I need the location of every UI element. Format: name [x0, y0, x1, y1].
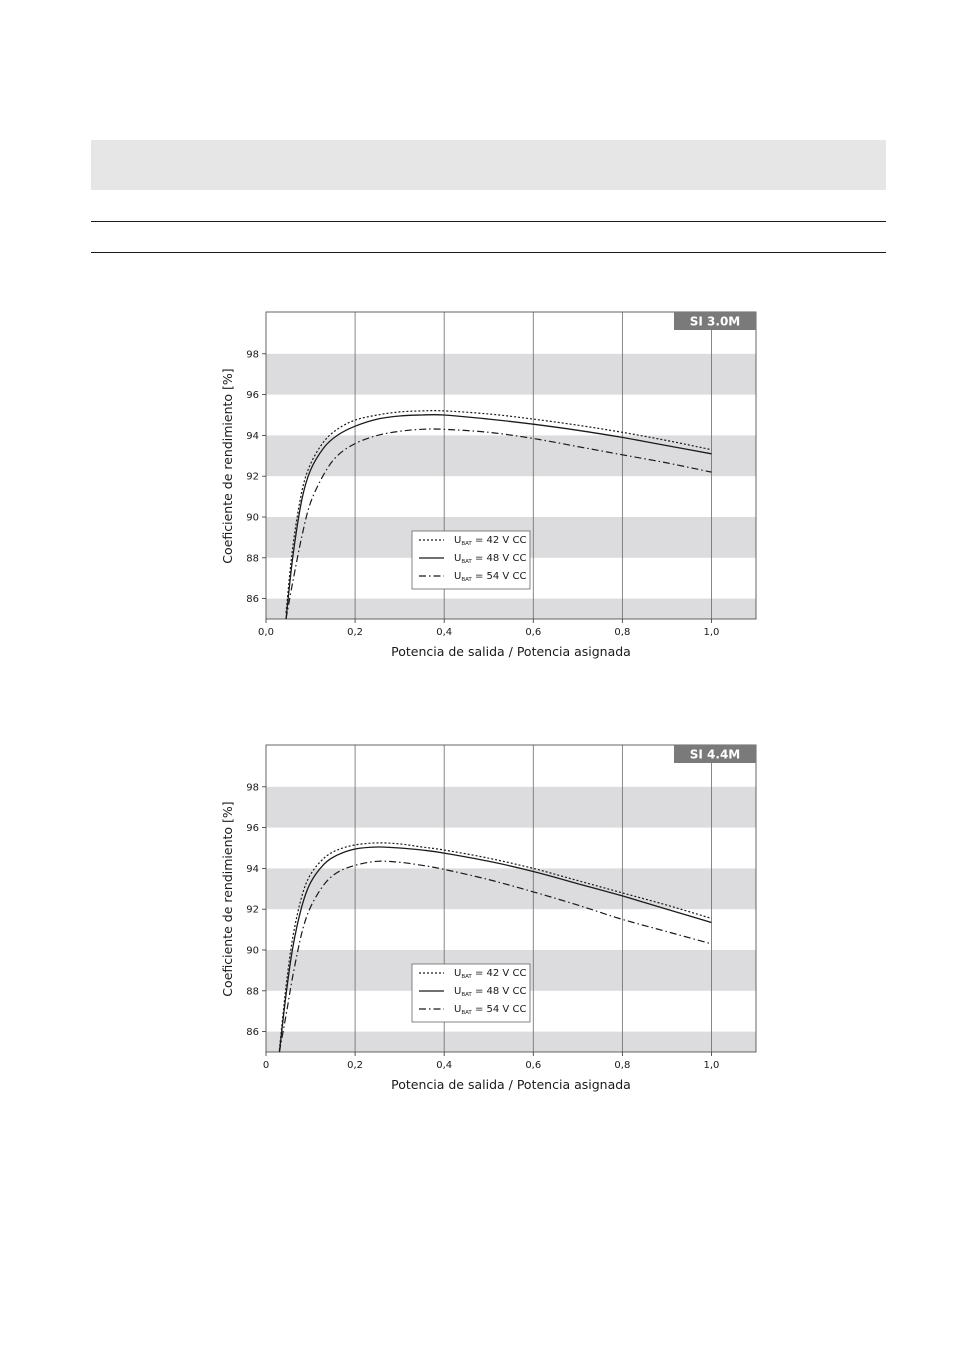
legend-box [411, 963, 531, 1023]
x-axis-label: Potencia de salida / Potencia asignada [391, 644, 631, 659]
y-tick-label: 96 [246, 823, 259, 834]
grid-band [266, 1031, 756, 1052]
legend-label: UBAT = 54 V CC [454, 571, 526, 583]
grid-band [266, 868, 756, 910]
y-tick-label: 96 [246, 390, 259, 401]
x-tick-label: 0,8 [614, 627, 630, 638]
model-badge [674, 745, 756, 763]
top-rule [91, 221, 886, 222]
legend-label: UBAT = 54 V CC [454, 1004, 526, 1016]
x-tick-label: 0,2 [347, 627, 363, 638]
y-tick-label: 92 [246, 472, 259, 483]
bottom-rule [91, 252, 886, 253]
model-badge-label: SI 4.4M [690, 748, 740, 762]
y-tick-label: 94 [246, 431, 259, 442]
efficiency-chart-si44m: SI 4.4M 86 88 90 92 94 96 98 0 0,2 0,4 0,6 0,8 1,0 Pot… [200, 733, 780, 1103]
grid-band [266, 353, 756, 395]
plot-frame [265, 311, 757, 620]
x-tick-label: 0,2 [347, 1060, 363, 1071]
plot-frame [265, 744, 757, 1053]
y-axis-label: Coeficiente de rendimiento [%] [220, 368, 235, 563]
x-axis-label: Potencia de salida / Potencia asignada [391, 1077, 631, 1092]
y-axis-label: Coeficiente de rendimiento [%] [220, 801, 235, 996]
y-tick-label: 86 [246, 594, 259, 605]
legend-label: UBAT = 42 V CC [454, 535, 526, 547]
x-tick-label: 0,0 [258, 627, 274, 638]
model-badge [674, 312, 756, 330]
x-tick-label: 0,6 [525, 1060, 541, 1071]
legend-label: UBAT = 48 V CC [454, 986, 526, 998]
y-tick-label: 92 [246, 905, 259, 916]
x-tick-label: 0,6 [525, 627, 541, 638]
y-tick-label: 98 [246, 782, 259, 793]
x-tick-label: 1,0 [704, 1060, 720, 1071]
x-tick-label: 1,0 [704, 627, 720, 638]
y-tick-label: 98 [246, 349, 259, 360]
efficiency-chart-si30m: SI 3.0M 86 88 90 92 94 96 98 0,0 0,2 0,4 0,6 0,8 1,0 P… [200, 300, 780, 670]
header-band [91, 140, 886, 190]
chart-svg: SI 3.0M 86 88 90 92 94 96 98 0,0 0,2 0,4 0,6 0,8 1,0 P… [220, 311, 757, 659]
grid-band [266, 435, 756, 477]
series-line [278, 842, 712, 1051]
y-tick-label: 88 [246, 986, 259, 997]
series-line [285, 413, 712, 619]
series-line [278, 860, 712, 1052]
grid-band [266, 786, 756, 828]
series-line [285, 410, 712, 613]
y-tick-label: 86 [246, 1027, 259, 1038]
legend-label: UBAT = 48 V CC [454, 553, 526, 565]
y-tick-label: 90 [246, 513, 259, 524]
series-line [278, 846, 712, 1052]
x-tick-label: 0,4 [436, 627, 452, 638]
legend-box [411, 530, 531, 590]
x-tick-label: 0,8 [614, 1060, 630, 1071]
x-tick-label: 0 [263, 1060, 269, 1071]
x-tick-label: 0,4 [436, 1060, 452, 1071]
legend-label: UBAT = 42 V CC [454, 968, 526, 980]
y-tick-label: 94 [246, 864, 259, 875]
chart-svg: SI 4.4M 86 88 90 92 94 96 98 0 0,2 0,4 0,6 0,8 1,0 Pot… [220, 744, 757, 1092]
y-tick-label: 88 [246, 553, 259, 564]
model-badge-label: SI 3.0M [690, 315, 740, 329]
y-tick-label: 90 [246, 946, 259, 957]
grid-band [266, 598, 756, 619]
